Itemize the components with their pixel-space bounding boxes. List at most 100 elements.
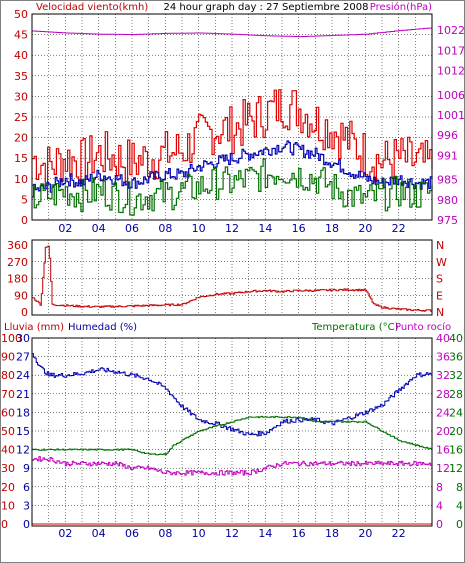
dewpoint-y-tick-label: 8 [436, 481, 443, 494]
humidity-y-tick-label: 18 [16, 406, 30, 419]
temperature-y-tick-label: 12 [449, 462, 463, 475]
chart-date-title: 24 hour graph day : 27 Septiembre 2008 [164, 2, 369, 13]
rain-y-tick-label: 40 [1, 444, 15, 457]
humidity-y-tick-label: 30 [16, 332, 30, 345]
humidity-x-tick-label: 02 [58, 527, 72, 540]
temperature-y-tick-label: 16 [449, 444, 463, 457]
pressure-y-tick-label: 1006 [437, 89, 465, 102]
direction-series [32, 245, 433, 312]
direction-y-tick-label: 360 [7, 239, 28, 252]
humidity-x-tick-label: 18 [325, 527, 339, 540]
direction-series-line [32, 245, 433, 312]
wind-x-tick-label: 10 [192, 222, 206, 235]
humidity-x-tick-label: 10 [192, 527, 206, 540]
wind-y-tick-label: 45 [14, 29, 28, 42]
wind-y-tick-label: 50 [14, 8, 28, 21]
humidity-y-tick-label: 12 [16, 444, 30, 457]
wind-y-tick-label: 25 [14, 111, 28, 124]
rain-y-tick-label: 70 [1, 388, 15, 401]
dewpoint-y-tick-label: 24 [436, 406, 450, 419]
wind-y-tick-label: 0 [21, 214, 28, 227]
rain-y-tick-label: 30 [1, 462, 15, 475]
humidity-x-tick-label: 20 [358, 527, 372, 540]
temperature-y-tick-label: 32 [449, 369, 463, 382]
dewpoint-y-tick-label: 12 [436, 462, 450, 475]
wind-x-tick-label: 16 [292, 222, 306, 235]
direction-y-tick-label: 180 [7, 273, 28, 286]
wind-y-tick-label: 30 [14, 90, 28, 103]
humidity-x-tick-label: 22 [392, 527, 406, 540]
compass-label: N [436, 306, 444, 319]
humidity-y-tick-label: 0 [23, 518, 30, 531]
humidity-y-tick-label: 24 [16, 369, 30, 382]
wind-x-tick-label: 20 [358, 222, 372, 235]
wind-x-tick-label: 04 [92, 222, 106, 235]
humidity-y-tick-label: 3 [23, 499, 30, 512]
pressure-y-tick-label: 1017 [437, 44, 465, 57]
temperature-y-tick-label: 4 [456, 499, 463, 512]
humidity-y-tick-label: 9 [23, 462, 30, 475]
wind-x-tick-label: 08 [158, 222, 172, 235]
dewpoint-y-tick-label: 40 [436, 332, 450, 345]
humidity-y-tick-label: 15 [16, 425, 30, 438]
humidity-y-tick-label: 6 [23, 481, 30, 494]
dewpoint-legend: Punto rocío [395, 321, 451, 333]
wind-y-tick-label: 10 [14, 173, 28, 186]
wind-x-tick-label: 14 [258, 222, 272, 235]
humidity-x-tick-label: 12 [225, 527, 239, 540]
wind-speed-title: Velocidad viento(kmh) [36, 2, 148, 13]
wind_min-series-line [32, 158, 433, 216]
humidity-temperature-panel: Lluvia (mm) Humedad (%) Temperatura (°C)… [1, 321, 463, 540]
humidity-plot-frame [31, 337, 433, 527]
wind_avg-series-line [32, 140, 433, 198]
rain-y-tick-label: 20 [1, 481, 15, 494]
rain-y-tick-label: 80 [1, 369, 15, 382]
dewpoint-series-line [32, 456, 433, 476]
pressure-y-tick-label: 975 [437, 214, 458, 227]
rain-y-tick-label: 90 [1, 351, 15, 364]
humidity-x-tick-label: 04 [92, 527, 106, 540]
dewpoint-y-tick-label: 32 [436, 369, 450, 382]
rain-y-tick-label: 60 [1, 406, 15, 419]
dewpoint-y-tick-label: 36 [436, 351, 450, 364]
wind-y-tick-label: 40 [14, 49, 28, 62]
humidity-x-ticks: 02 04 06 08 10 12 14 16 18 20 22 [58, 527, 405, 540]
wind-series [32, 27, 433, 216]
pressure-title: Presión(hPa) [370, 1, 432, 13]
dewpoint-y-tick-label: 16 [436, 444, 450, 457]
direction-y-tick-label: 0 [21, 306, 28, 319]
compass-label: S [436, 273, 443, 286]
rain-y-tick-label: 100 [1, 332, 22, 345]
direction-grid [32, 240, 432, 315]
compass-label: E [436, 289, 443, 302]
pressure-y-tick-label: 1001 [437, 109, 465, 122]
temperature-y-tick-label: 40 [449, 332, 463, 345]
pressure-y-tick-label: 980 [437, 194, 458, 207]
dewpoint-y-tick-label: 4 [436, 499, 443, 512]
humidity-x-tick-label: 08 [158, 527, 172, 540]
temperature-y-tick-label: 24 [449, 406, 463, 419]
wind-x-tick-label: 22 [392, 222, 406, 235]
rain-y-tick-label: 10 [1, 499, 15, 512]
pressure-y-tick-label: 991 [437, 149, 458, 162]
humidity-series [32, 353, 433, 525]
temperature-y-tick-label: 20 [449, 425, 463, 438]
wind-x-tick-label: 12 [225, 222, 239, 235]
pressure-y-tick-label: 985 [437, 174, 458, 187]
dewpoint-y-tick-label: 0 [436, 518, 443, 531]
humidity-x-tick-label: 16 [292, 527, 306, 540]
wind-y-tick-label: 20 [14, 132, 28, 145]
pressure-series-line [32, 27, 433, 38]
wind-pressure-panel: Velocidad viento(kmh) 24 hour graph day … [14, 1, 465, 235]
humidity-x-tick-label: 14 [258, 527, 272, 540]
dewpoint-y-tick-label: 28 [436, 388, 450, 401]
humidity-y-tick-label: 21 [16, 388, 30, 401]
temperature-y-tick-label: 36 [449, 351, 463, 364]
pressure-y-tick-label: 1022 [437, 24, 465, 37]
direction-y-ticks: 0 90 180 270 360 [7, 239, 28, 319]
temperature-y-tick-label: 0 [456, 518, 463, 531]
pressure-y-tick-label: 996 [437, 129, 458, 142]
